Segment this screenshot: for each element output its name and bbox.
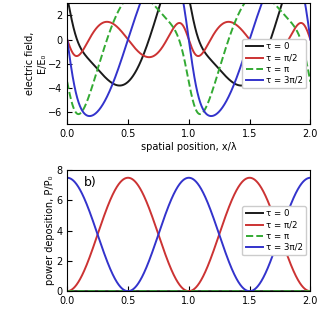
- Y-axis label: power deposition, P/P₀: power deposition, P/P₀: [45, 176, 55, 285]
- τ = 3π/2: [78, 187, 82, 191]
- τ = π: [78, 289, 82, 293]
- τ = 3π/2: [308, 176, 312, 180]
- τ = π/2: [177, 282, 181, 286]
- τ = 0: [78, 289, 82, 293]
- τ = 3π/2: [184, 15, 188, 19]
- τ = π: [65, 289, 69, 293]
- τ = 0: [78, 44, 82, 48]
- τ = π: [301, 47, 305, 51]
- τ = 3π/2: [301, 180, 305, 183]
- τ = 0: [65, 289, 69, 293]
- τ = π/2: [301, 285, 305, 289]
- τ = π: [177, 38, 181, 42]
- τ = π: [198, 112, 202, 116]
- τ = π: [278, 289, 282, 293]
- τ = 3π/2: [257, 10, 261, 14]
- Line: τ = 3π/2: τ = 3π/2: [67, 178, 310, 291]
- τ = π: [184, 289, 188, 293]
- τ = π/2: [184, 289, 188, 292]
- X-axis label: spatial position, x/λ: spatial position, x/λ: [141, 142, 236, 152]
- τ = 3π/2: [88, 114, 92, 118]
- Y-axis label: electric field,
E/E₀: electric field, E/E₀: [25, 32, 47, 95]
- τ = π: [65, 80, 69, 84]
- Line: τ = π/2: τ = π/2: [67, 178, 310, 291]
- τ = 0: [308, 289, 312, 293]
- τ = π/2: [126, 176, 130, 180]
- τ = 0: [301, 289, 305, 293]
- τ = π/2: [177, 21, 181, 25]
- Line: τ = 3π/2: τ = 3π/2: [67, 0, 310, 116]
- τ = π/2: [65, 289, 69, 293]
- τ = 3π/2: [177, 183, 181, 187]
- τ = π: [177, 289, 181, 293]
- τ = π: [257, 289, 261, 293]
- Line: τ = π: τ = π: [67, 0, 310, 114]
- Line: τ = π/2: τ = π/2: [67, 22, 310, 57]
- Text: b): b): [84, 176, 97, 189]
- τ = π/2: [78, 278, 82, 282]
- τ = π: [301, 289, 305, 293]
- τ = π/2: [257, 49, 261, 52]
- τ = π: [302, 48, 306, 52]
- τ = 3π/2: [308, 37, 312, 41]
- τ = π/2: [308, 37, 312, 41]
- τ = π/2: [184, 29, 188, 33]
- τ = π/2: [227, 20, 230, 24]
- τ = 3π/2: [126, 289, 130, 293]
- τ = 0: [239, 84, 243, 87]
- τ = π: [308, 80, 312, 84]
- τ = π: [96, 289, 100, 293]
- τ = 3π/2: [78, 103, 82, 107]
- τ = 3π/2: [65, 176, 69, 180]
- τ = π: [184, 63, 188, 67]
- τ = π/2: [78, 53, 82, 57]
- τ = π/2: [308, 289, 312, 293]
- τ = π/2: [65, 37, 69, 41]
- τ = π/2: [302, 22, 306, 26]
- τ = π: [78, 112, 82, 116]
- τ = 0: [301, 289, 305, 293]
- Legend: τ = 0, τ = π/2, τ = π, τ = 3π/2: τ = 0, τ = π/2, τ = π, τ = 3π/2: [243, 39, 306, 88]
- τ = 3π/2: [184, 177, 188, 180]
- Line: τ = 0: τ = 0: [67, 0, 310, 85]
- τ = 3π/2: [65, 37, 69, 41]
- τ = π/2: [147, 55, 151, 59]
- τ = π: [302, 289, 306, 293]
- τ = π/2: [301, 286, 305, 290]
- τ = π/2: [257, 182, 261, 186]
- τ = 3π/2: [257, 283, 261, 287]
- τ = 0: [257, 67, 261, 70]
- τ = 0: [177, 289, 181, 293]
- Legend: τ = 0, τ = π/2, τ = π, τ = 3π/2: τ = 0, τ = π/2, τ = π, τ = 3π/2: [243, 206, 306, 255]
- τ = π: [308, 289, 312, 293]
- τ = 0: [184, 289, 188, 293]
- τ = 0: [257, 289, 260, 293]
- τ = π/2: [301, 22, 305, 26]
- τ = 3π/2: [301, 180, 305, 183]
